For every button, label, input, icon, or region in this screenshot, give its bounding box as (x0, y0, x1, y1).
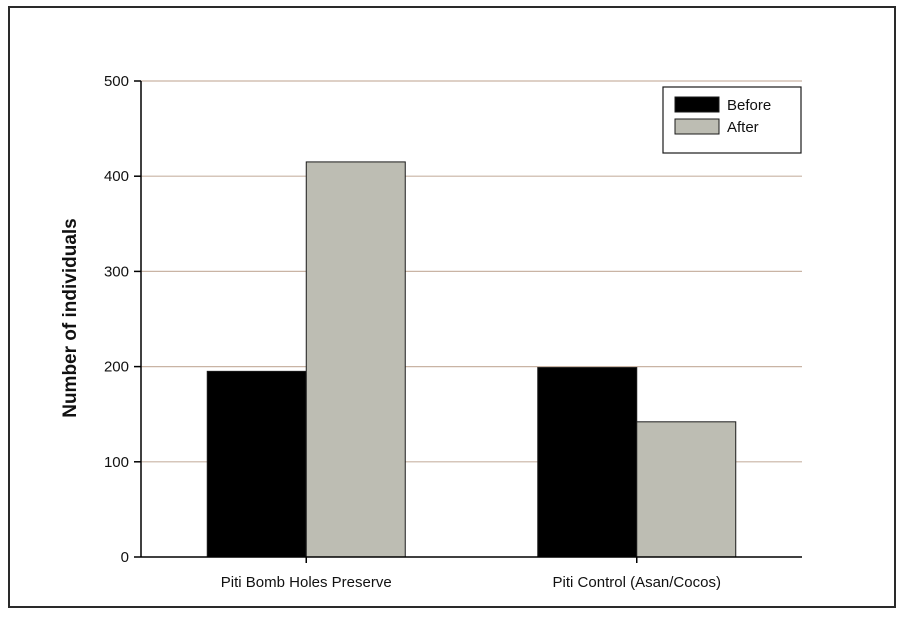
legend-swatch-before (674, 96, 720, 113)
y-tick-label: 400 (104, 168, 129, 185)
category-label: Piti Bomb Holes Preserve (221, 574, 392, 591)
bar-after-1 (305, 161, 406, 558)
bars (206, 161, 737, 558)
y-tick-label: 300 (104, 263, 129, 280)
y-tick-label: 0 (121, 549, 129, 566)
category-labels: Piti Bomb Holes Preserve Piti Control (As… (221, 574, 721, 591)
legend: Before After (662, 86, 802, 154)
axes (134, 80, 802, 563)
category-label: Piti Control (Asan/Cocos) (553, 574, 721, 591)
y-tick-labels: 0 100 200 300 400 500 (104, 73, 129, 566)
y-tick-label: 100 (104, 454, 129, 471)
y-tick-label: 200 (104, 359, 129, 376)
bar-before-1 (206, 370, 307, 558)
y-tick-label: 500 (104, 73, 129, 90)
legend-label-after: After (727, 119, 759, 136)
bar-before-2 (537, 367, 638, 558)
legend-swatch-after (674, 118, 720, 135)
legend-label-before: Before (727, 97, 771, 114)
y-axis-title: Number of individuals (60, 218, 81, 418)
bar-after-2 (636, 421, 737, 558)
